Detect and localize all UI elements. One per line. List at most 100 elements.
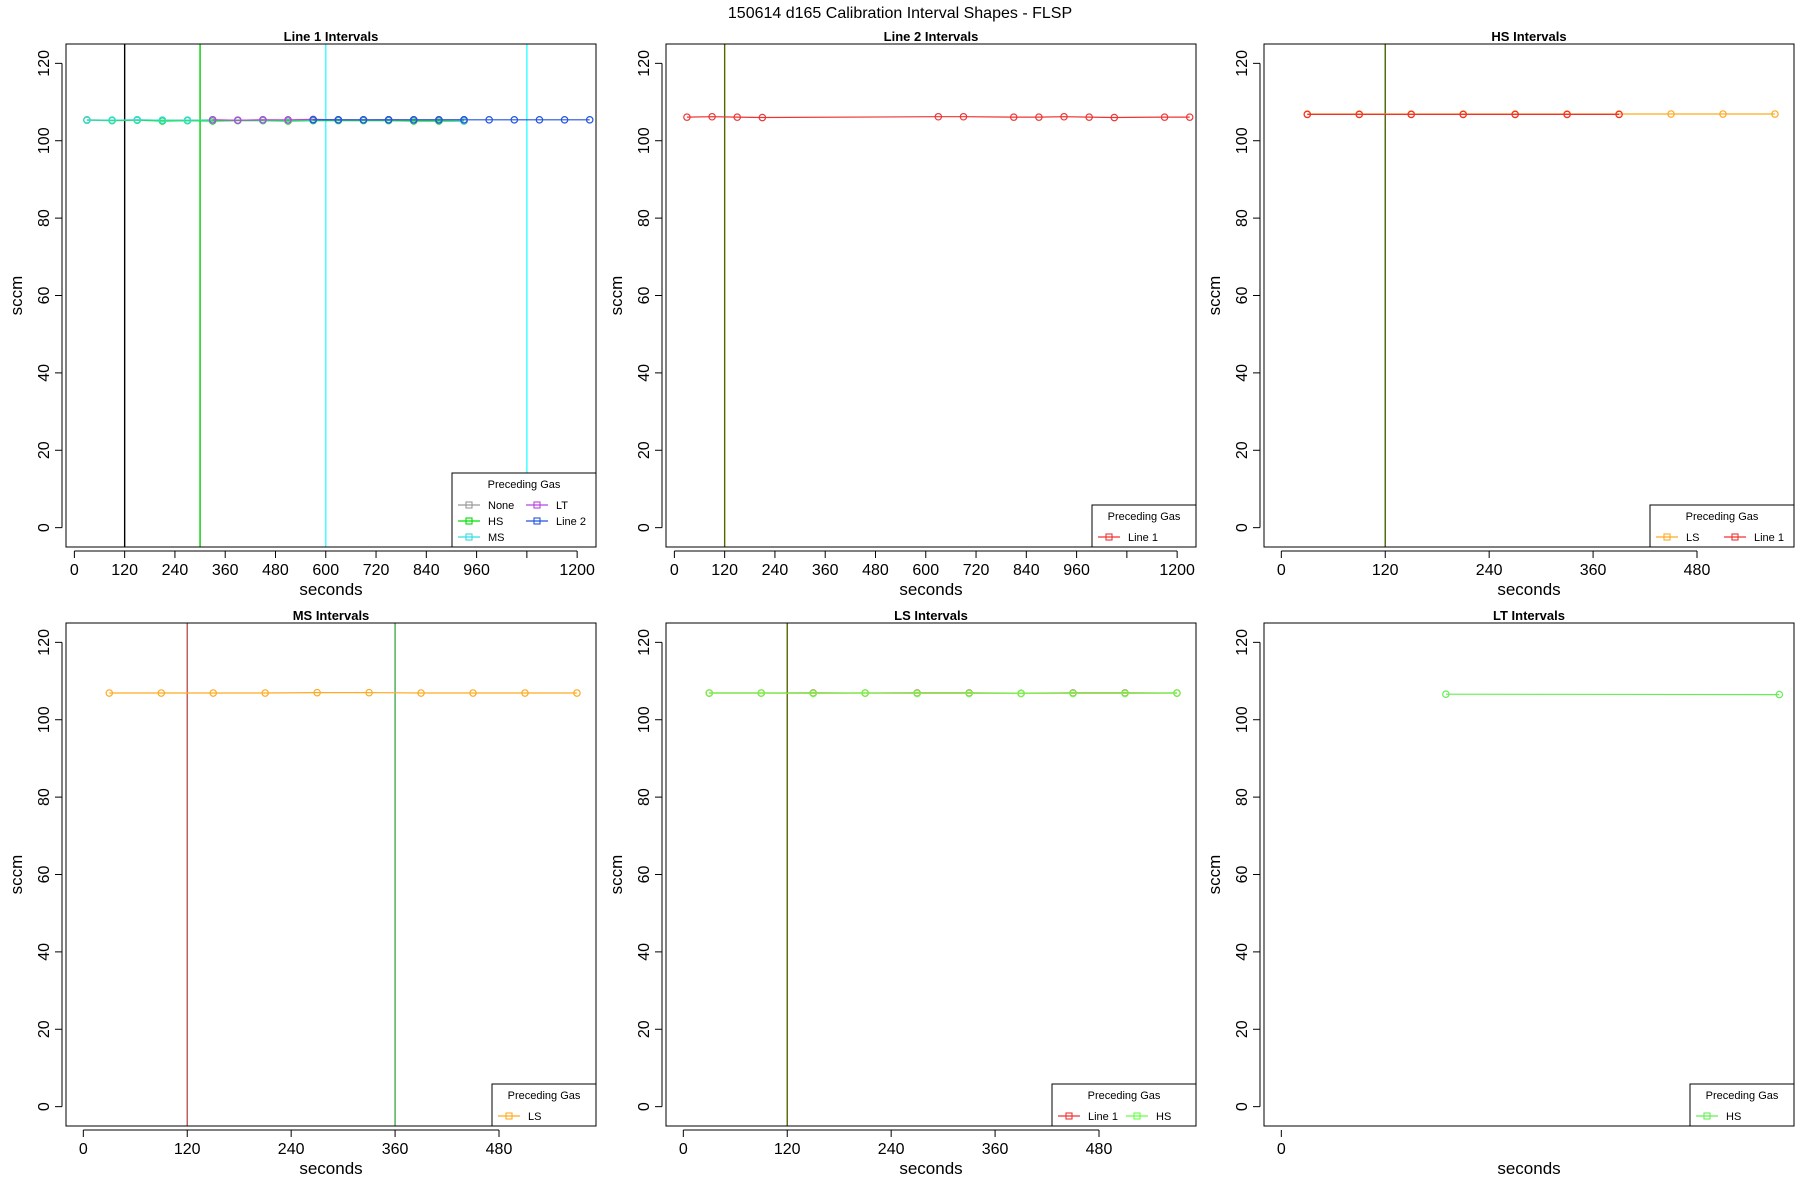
chart-0-y-tick-label-4: 80	[36, 209, 53, 227]
chart-0-x-tick-label-0: 0	[70, 562, 79, 579]
chart-0-y-tick-label-6: 120	[36, 50, 53, 77]
chart-4-x-tick-label-2: 240	[878, 1141, 905, 1158]
chart-5-x-axis-label: seconds	[1497, 1159, 1560, 1178]
chart-0-legend-swatch-marker-4	[533, 517, 541, 525]
chart-1-series-0-point-6	[1009, 113, 1018, 121]
chart-4-title: LS Intervals	[894, 608, 968, 623]
chart-0-series-3-point-0	[208, 116, 217, 124]
chart-3-y-tick-label-0: 0	[36, 1102, 53, 1111]
chart-4-y-tick-label-5: 100	[636, 706, 653, 733]
chart-4-legend-title: Preceding Gas	[1088, 1090, 1161, 1102]
chart-0-series-2-point-1	[108, 116, 116, 125]
chart-2-legend-swatch-marker-1	[1731, 533, 1739, 541]
chart-0-series-2-point-3	[158, 116, 167, 125]
chart-4-series-1-point-3	[861, 689, 869, 697]
chart-0-series-2-point-0	[83, 116, 91, 125]
chart-4-plot-frame	[665, 622, 1197, 1127]
chart-0-x-tick-label-8: 960	[463, 562, 490, 579]
chart-3-y-tick-label-2: 40	[36, 943, 53, 961]
chart-4-series-1-point-5	[965, 689, 973, 698]
chart-5-title: LT Intervals	[1493, 608, 1565, 623]
chart-2-x-axis-label: seconds	[1497, 580, 1560, 599]
chart-3-series-0-point-7	[469, 689, 477, 697]
chart-5-y-tick-label-2: 40	[1234, 943, 1251, 961]
chart-4-y-tick-label-0: 0	[636, 1102, 653, 1111]
chart-4-x-tick-label-1: 120	[774, 1141, 801, 1158]
chart-1-x-axis-label: seconds	[899, 580, 962, 599]
chart-1-legend-swatch-marker-0	[1105, 533, 1113, 541]
chart-0-legend: Preceding Gas None HS MS LT Line 2	[451, 472, 597, 548]
chart-0-series-4-point-10	[560, 116, 569, 124]
chart-0-series-4-point-4	[409, 116, 418, 124]
chart-5-legend: Preceding Gas HS	[1689, 1083, 1795, 1127]
chart-5-y-tick-label-1: 20	[1234, 1020, 1251, 1038]
chart-2-series-0-point-7	[1667, 110, 1675, 118]
chart-4-y-tick-label-2: 40	[636, 943, 653, 961]
chart-1-legend-label-0: Line 1	[1128, 532, 1158, 544]
chart-0-series-4-point-2	[359, 116, 368, 124]
chart-1-y-tick-label-2: 40	[636, 364, 653, 382]
chart-1-legend-title: Preceding Gas	[1108, 511, 1181, 523]
chart-3-series-0-point-1	[157, 689, 166, 697]
chart-3-y-tick-label-4: 80	[36, 788, 53, 806]
chart-2-series-1-point-2	[1407, 110, 1416, 119]
chart-0-series-4-point-6	[460, 116, 468, 124]
chart-1-y-axis-label: sccm	[607, 276, 626, 316]
chart-4-y-tick-label-6: 120	[636, 629, 653, 656]
chart-1-x-tick-label-4: 480	[862, 562, 889, 579]
chart-1-series-0-point-8	[1060, 112, 1068, 121]
chart-0-series-4-point-9	[535, 116, 544, 124]
chart-0-y-tick-label-1: 20	[36, 441, 53, 459]
chart-3-panel: 0 120 240 360 480 seconds 0 20 40 60 80 100 120 sccm M…	[7, 608, 597, 1178]
chart-2-x-tick-label-4: 480	[1684, 562, 1711, 579]
chart-2-series-1-point-1	[1355, 110, 1364, 119]
chart-4-series-1-point-2	[809, 689, 818, 698]
chart-0-legend-title: Preceding Gas	[488, 479, 561, 491]
chart-3-series-0-point-6	[417, 689, 425, 697]
chart-4-series-1-point-1	[757, 689, 766, 697]
chart-4-y-tick-label-3: 60	[636, 866, 653, 884]
chart-1-series-0-point-7	[1035, 113, 1043, 121]
chart-4-series-1-point-4	[913, 689, 921, 698]
chart-5-y-tick-label-3: 60	[1234, 866, 1251, 884]
chart-1-y-tick-label-6: 120	[636, 50, 653, 77]
chart-4-legend-label-0: Line 1	[1088, 1111, 1118, 1123]
chart-1-series-0-point-2	[733, 113, 742, 121]
chart-0-x-tick-label-7: 840	[413, 562, 440, 579]
chart-1-y-tick-label-5: 100	[636, 127, 653, 154]
chart-3-plot-frame	[65, 622, 597, 1127]
chart-0-legend-label-2: MS	[488, 532, 505, 544]
chart-3-title: MS Intervals	[293, 608, 370, 623]
chart-1-x-tick-label-3: 360	[812, 562, 839, 579]
chart-0-series-4-point-3	[384, 116, 393, 124]
chart-0-legend-label-3: LT	[556, 500, 568, 512]
chart-0-legend-label-0: None	[488, 500, 514, 512]
chart-5-series-0-point-1	[1775, 690, 1784, 699]
chart-3-legend-title: Preceding Gas	[508, 1090, 581, 1102]
chart-1-y-tick-label-0: 0	[636, 523, 653, 532]
chart-4-panel: 0 120 240 360 480 seconds 0 20 40 60 80 100 120 sccm L…	[607, 608, 1197, 1178]
chart-2-x-tick-label-2: 240	[1476, 562, 1503, 579]
chart-1-x-tick-label-10: 1200	[1159, 562, 1195, 579]
chart-4-series-1-point-0	[705, 689, 714, 697]
chart-2-x-tick-label-0: 0	[1277, 562, 1286, 579]
chart-0-series-3-point-3	[284, 116, 292, 124]
chart-0-y-tick-label-2: 40	[36, 364, 53, 382]
chart-2-series-0-point-9	[1771, 110, 1779, 118]
chart-3-x-tick-label-2: 240	[278, 1141, 305, 1158]
chart-2-plot-frame	[1263, 43, 1795, 548]
chart-4-x-axis-label: seconds	[899, 1159, 962, 1178]
chart-0-legend-swatch-marker-3	[533, 501, 541, 509]
chart-0-series-4-point-0	[309, 116, 317, 124]
chart-1-y-tick-label-3: 60	[636, 287, 653, 305]
chart-1-series-0-point-4	[934, 112, 943, 121]
chart-3-series-0-point-4	[313, 688, 321, 697]
chart-1-series-0-point-11	[1160, 113, 1169, 121]
chart-1-x-tick-label-6: 720	[963, 562, 990, 579]
chart-0-x-tick-label-4: 480	[262, 562, 289, 579]
chart-2-series-1-point-0	[1303, 110, 1312, 119]
chart-2-legend-label-1: Line 1	[1754, 532, 1784, 544]
chart-4-series-1-point-8	[1121, 689, 1129, 698]
chart-0-series-4-point-7	[485, 116, 493, 124]
chart-1-series-0-point-9	[1085, 113, 1093, 121]
